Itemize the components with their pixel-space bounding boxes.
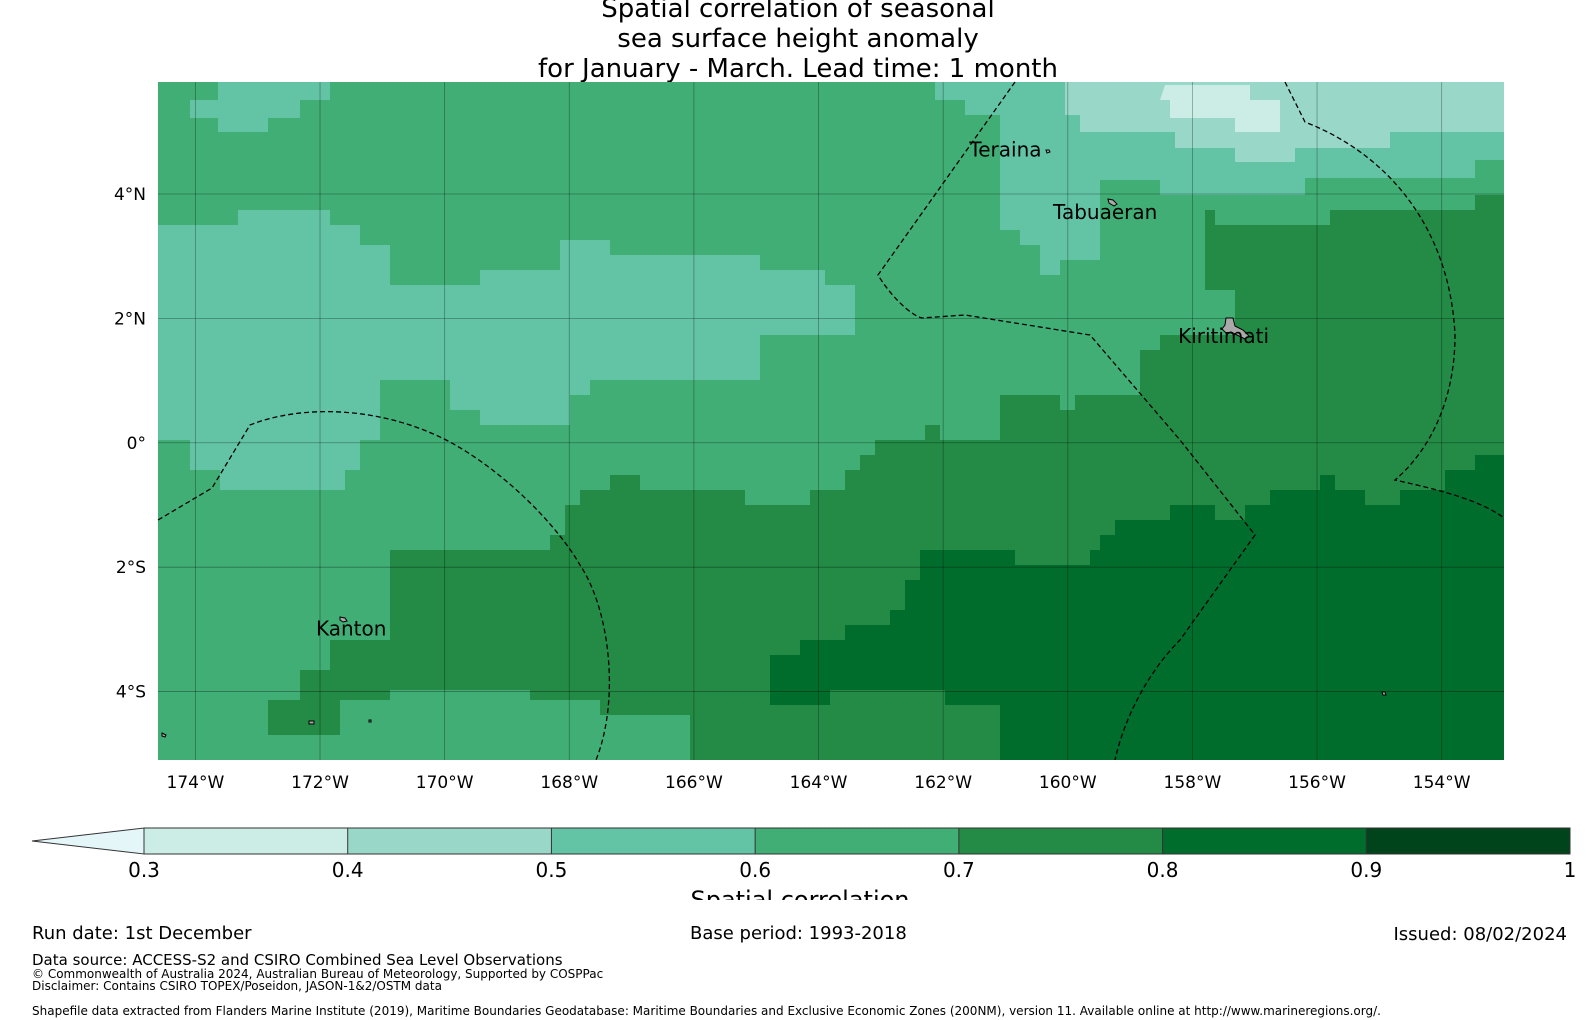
title-line-3: for January - March. Lead time: 1 month xyxy=(538,54,1058,84)
data-source: Data source: ACCESS-S2 and CSIRO Combine… xyxy=(32,951,563,969)
colorbar-tick-label: 0.5 xyxy=(536,858,568,882)
place-labels: Teraina Tabuaeran Kiritimati Kanton xyxy=(316,138,1269,641)
colorbar: 0.3 0.4 0.5 0.6 0.7 0.8 0.9 1 Spatial correlatio… xyxy=(31,827,1577,900)
place-label: Kanton xyxy=(316,617,386,641)
kiritimati-island xyxy=(1221,317,1250,340)
run-date: Run date: 1st December xyxy=(32,923,252,944)
y-tick-label: 2°N xyxy=(114,309,146,329)
place-label: Tabuaeran xyxy=(1052,200,1157,224)
colorbar-tick-label: 0.9 xyxy=(1350,858,1382,882)
x-tick-label: 158°W xyxy=(1164,773,1222,793)
chart-title: Spatial correlation of seasonal sea surf… xyxy=(0,0,1590,84)
small-island-4 xyxy=(161,732,167,738)
map-gridlines xyxy=(158,82,1504,760)
x-tick-label: 154°W xyxy=(1413,773,1471,793)
place-label: Teraina xyxy=(968,138,1041,162)
base-period: Base period: 1993-2018 xyxy=(690,923,907,944)
x-tick-label: 166°W xyxy=(665,773,723,793)
kanton-island xyxy=(339,616,348,623)
x-tick-label: 174°W xyxy=(167,773,225,793)
y-tick-label: 0° xyxy=(127,434,146,454)
place-label: Kiritimati xyxy=(1178,324,1269,348)
colorbar-tick-label: 1 xyxy=(1564,858,1577,882)
copyright: © Commonwealth of Australia 2024, Austra… xyxy=(32,967,604,981)
disclaimer: Disclaimer: Contains CSIRO TOPEX/Poseido… xyxy=(32,979,442,993)
small-island-3 xyxy=(1381,691,1387,696)
small-island-1 xyxy=(308,720,315,725)
colorbar-tick-label: 0.7 xyxy=(943,858,975,882)
eez-boundaries xyxy=(157,81,1505,761)
x-tick-label: 160°W xyxy=(1039,773,1097,793)
y-tick-label: 4°S xyxy=(116,683,146,703)
issued-date: Issued: 08/02/2024 xyxy=(1393,924,1567,945)
field-patch-0-5-topleft xyxy=(190,82,330,132)
x-tick-label: 168°W xyxy=(540,773,598,793)
x-tick-label: 162°W xyxy=(914,773,972,793)
colorbar-segment xyxy=(1162,828,1367,854)
colorbar-segment xyxy=(1366,828,1570,854)
eez-boundary-kiribati-line xyxy=(877,81,1256,761)
colorbar-frame xyxy=(143,827,1571,855)
eez-boundary-kanton-arc xyxy=(157,411,611,761)
colorbar-extend-below xyxy=(31,827,145,855)
x-tick-label: 156°W xyxy=(1288,773,1346,793)
shapefile-credit: Shapefile data extracted from Flanders M… xyxy=(32,1004,1381,1018)
colorbar-segment xyxy=(755,828,959,854)
colorbar-segment xyxy=(144,828,348,854)
colorbar-tick-label: 0.8 xyxy=(1147,858,1179,882)
field-patch-0-3 xyxy=(1160,85,1280,132)
x-tick-label: 170°W xyxy=(416,773,474,793)
teraina-island xyxy=(1045,149,1051,154)
title-line-1: Spatial correlation of seasonal xyxy=(601,0,995,24)
tabuaeran-island xyxy=(1107,198,1118,207)
colorbar-segment xyxy=(347,828,552,854)
x-tick-label: 164°W xyxy=(790,773,848,793)
colorbar-segment xyxy=(958,828,1163,854)
colorbar-tick-label: 0.4 xyxy=(332,858,364,882)
axis-ticks: 174°W 172°W 170°W 168°W 166°W 164°W 162°W 160°W… xyxy=(114,185,1471,793)
y-tick-label: 4°N xyxy=(114,185,146,205)
colorbar-label: Spatial correlation xyxy=(690,886,909,900)
y-tick-label: 2°S xyxy=(116,558,146,578)
colorbar-tick-label: 0.6 xyxy=(739,858,771,882)
islands xyxy=(161,149,1387,738)
colorbar-segment xyxy=(551,828,756,854)
colorbar-tick-label: 0.3 xyxy=(128,858,160,882)
eez-boundary-kiritimati-arc xyxy=(1284,81,1505,519)
small-island-2 xyxy=(368,719,372,723)
title-line-2: sea surface height anomaly xyxy=(617,24,979,54)
field-region-0-8 xyxy=(770,455,1504,760)
x-tick-label: 172°W xyxy=(291,773,349,793)
field-band-0-5-west xyxy=(158,210,855,490)
map-plot-area[interactable]: Teraina Tabuaeran Kiritimati Kanton xyxy=(157,81,1505,761)
